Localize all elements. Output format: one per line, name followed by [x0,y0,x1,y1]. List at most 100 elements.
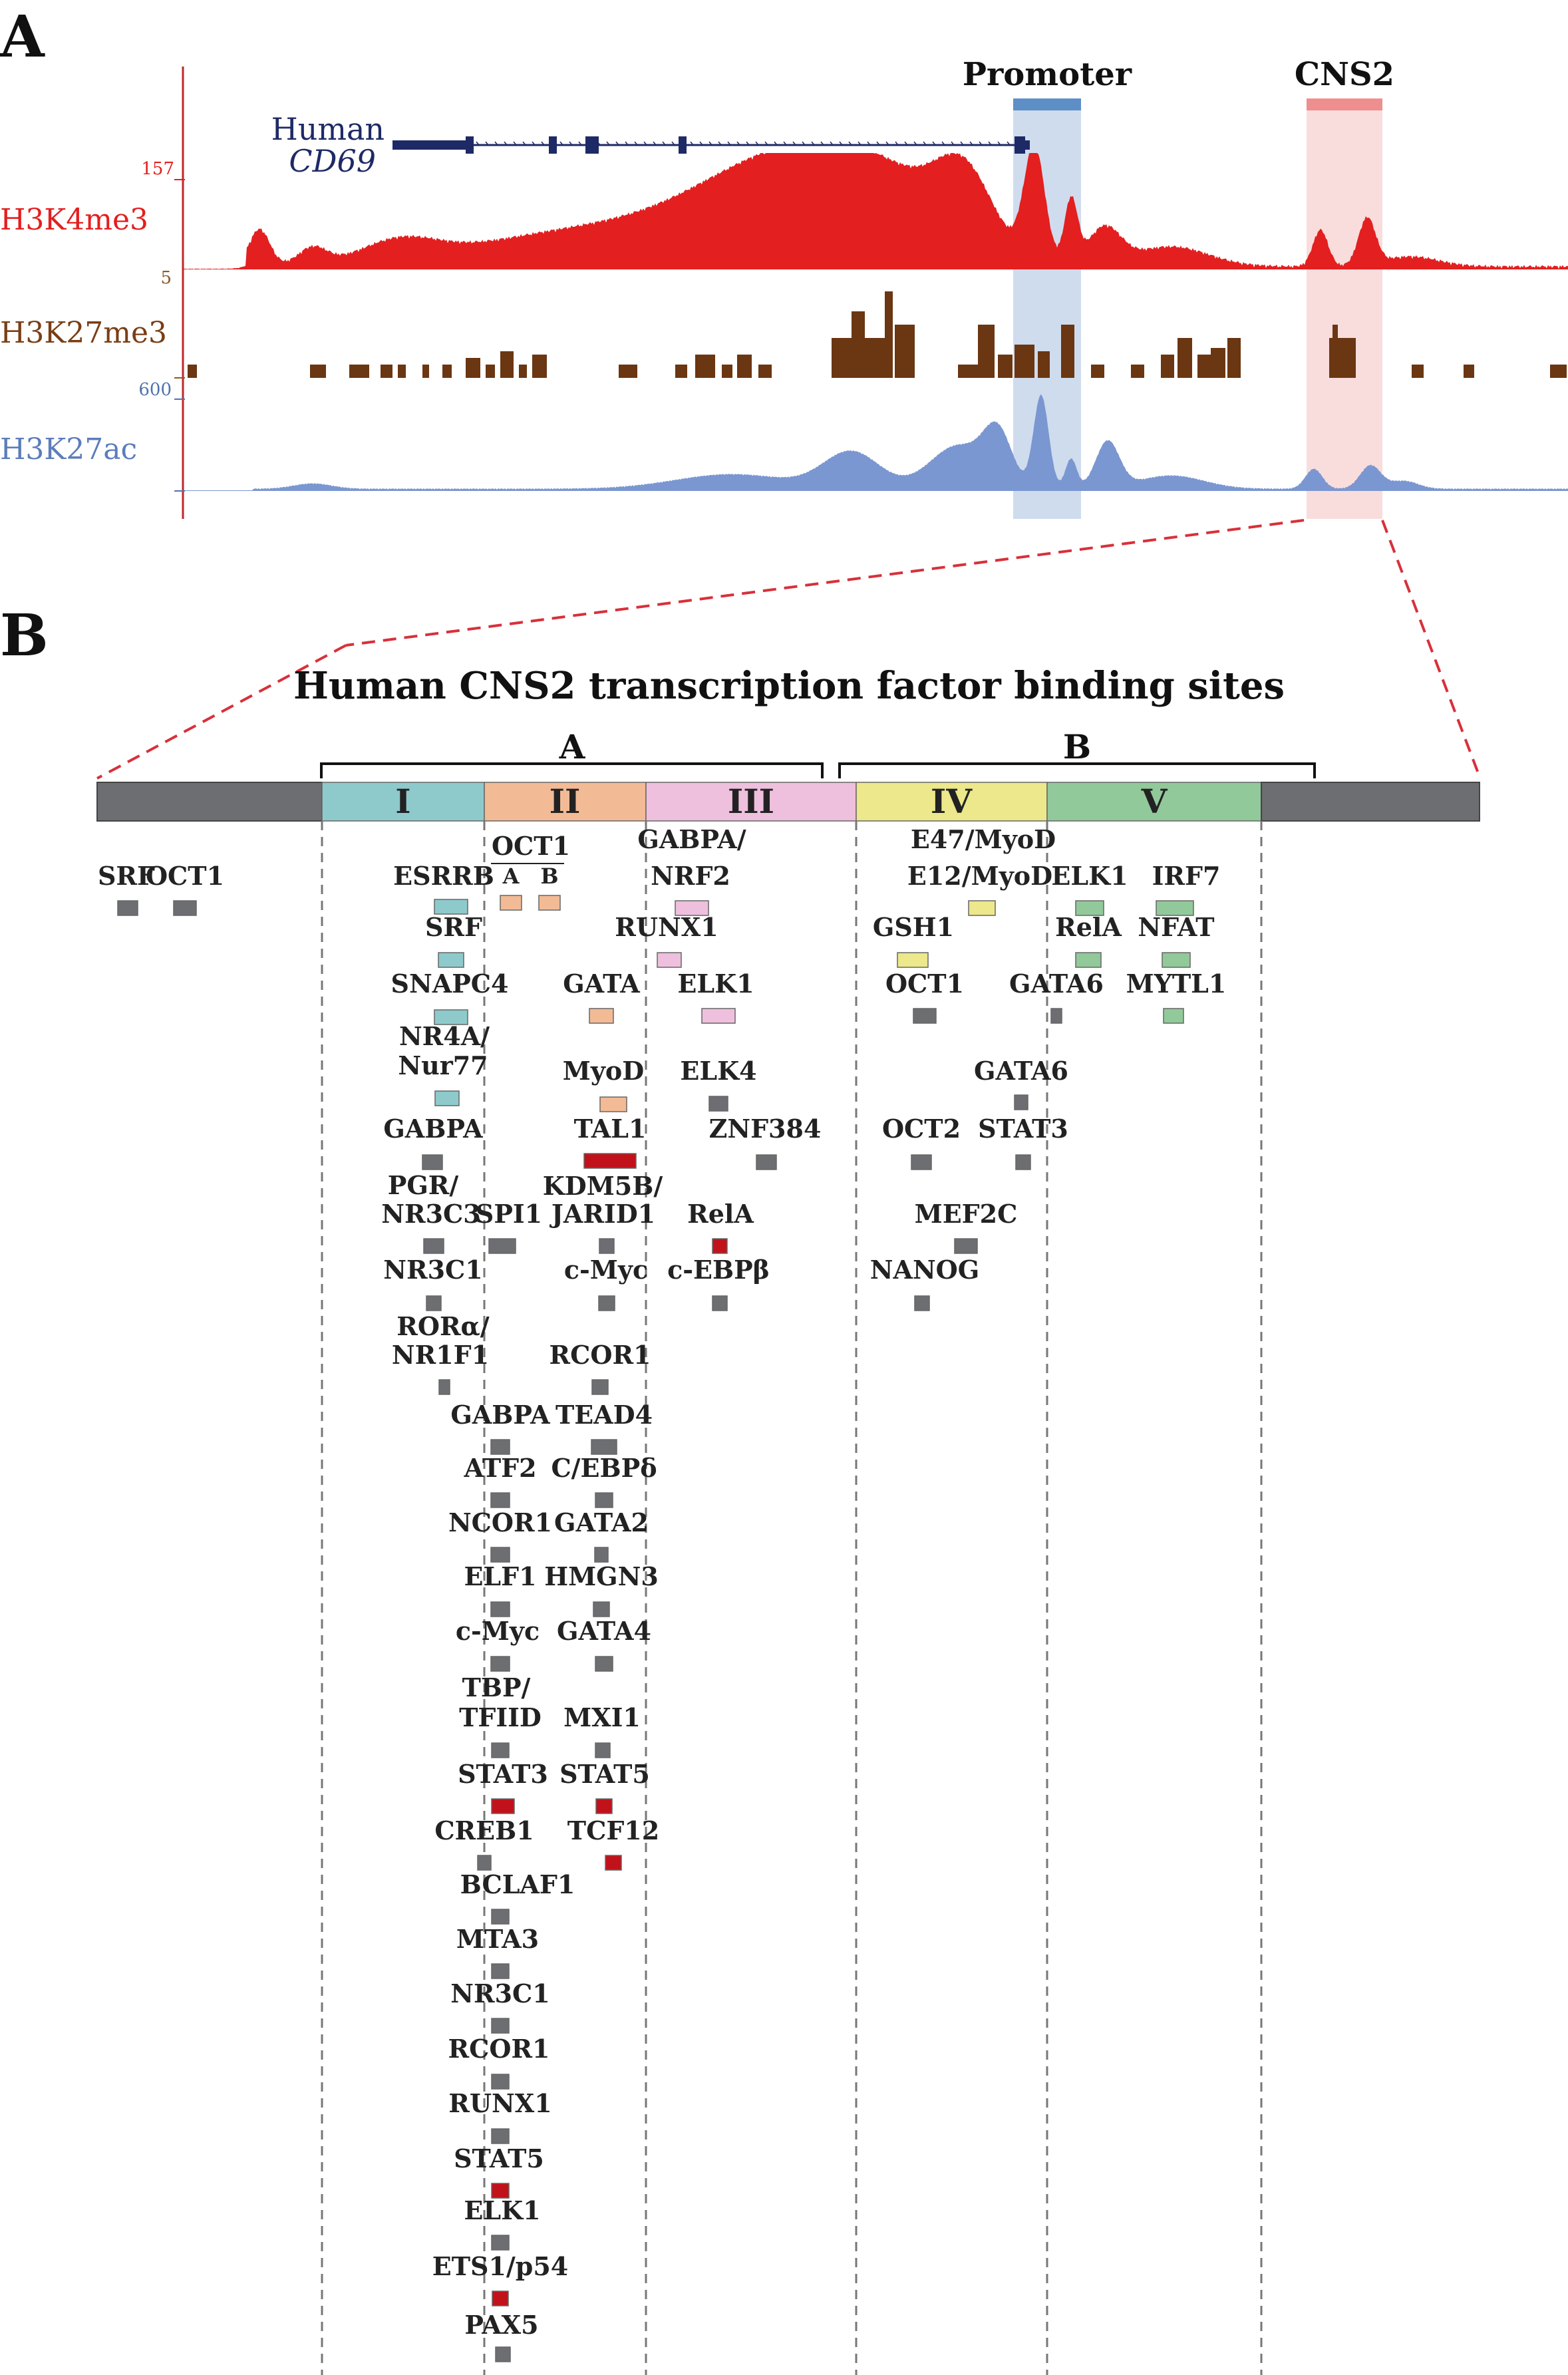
tf-box-znf384 [756,1154,777,1170]
tf-box-c-ebp [595,1492,613,1508]
tf-label-elk1: ELK1 [1051,861,1128,891]
region-iii [645,782,857,822]
tf-label-runx1: RUNX1 [448,2088,551,2118]
tf-label-rela: RelA [1055,912,1122,942]
tf-box-gata6 [1014,1094,1028,1110]
tf-label-gsh1: GSH1 [873,912,954,942]
tf-box-elk1 [491,2235,510,2251]
cns2-region-bar: I II III IV V [96,782,1480,822]
zoom-line-left [345,519,1305,647]
region-iii-label: III [728,782,774,821]
tf-label-jarid1: JARID1 [549,1199,655,1229]
tf-label-oct1: OCT1 [146,861,224,891]
tf-box-oct1-b [538,895,561,911]
tf-label-nanog: NANOG [870,1255,980,1285]
tf-box-nr3c1 [491,2018,510,2034]
region-ii [484,782,647,822]
tf-label-gata4: GATA4 [557,1616,651,1646]
tf-box-oct1 [173,900,197,916]
tf-label-nrf2: NRF2 [651,861,730,891]
h3k27ac-max: 600 [138,380,172,400]
tf-label-srf: SRF [98,861,155,891]
tf-box-gata [589,1008,614,1024]
tf-box-gsh1 [897,952,929,968]
tf-box-runx1 [657,952,682,968]
tf-label-stat5: STAT5 [454,2143,544,2173]
region-guide-lines [321,821,1263,2375]
gene-model [392,136,1030,154]
tf-box-tcf12 [605,1855,622,1871]
cns2-band [1307,100,1382,519]
tf-label-gata6: GATA6 [1009,969,1104,999]
tf-label-tbp: TBP/ [462,1672,531,1702]
panel-b-title: Human CNS2 transcription factor binding … [293,664,1285,708]
tf-box-myod [599,1096,627,1112]
tf-label-mta3: MTA3 [456,1924,539,1954]
tf-label-elk1: ELK1 [677,969,754,999]
h3k4me3-signal [183,153,1568,269]
tf-box-nanog [914,1295,930,1311]
tf-box-nur77 [434,1090,460,1106]
tf-label-kdm5b: KDM5B/ [543,1171,663,1201]
tf-box-tead4 [591,1439,617,1455]
tf-label-c-ebp: C/EBPδ [551,1453,657,1483]
tf-box-stat5 [491,2183,510,2199]
tf-box-ets1-p54 [492,2291,509,2306]
tf-label-creb1: CREB1 [434,1816,534,1845]
region-iv-label: IV [931,782,973,821]
tf-box-stat3 [1015,1154,1031,1170]
region-ii-label: II [549,782,581,821]
tf-label-pax5: PAX5 [464,2310,538,2340]
h3k27ac-label: H3K27ac [0,432,137,466]
tf-label-nfat: NFAT [1138,912,1214,942]
tf-label-rela: RelA [687,1199,754,1229]
tf-box-oct1-a [500,895,522,911]
gene-name-label: CD69 [289,143,376,179]
gene-species-label: Human [271,111,385,147]
tf-label-mef2c: MEF2C [915,1199,1018,1229]
tf-box-mytl1 [1163,1008,1184,1024]
group-a-label: A [559,727,586,766]
tf-box-elk4 [708,1096,728,1112]
tf-label-e12-myod: E12/MyoD [907,861,1052,891]
tf-box-esrrb [434,899,468,915]
tf-label-ror: RORα/ [396,1311,490,1341]
tf-box-oct2 [911,1154,932,1170]
tf-box-snapc4 [434,1009,468,1025]
tf-label-stat3: STAT3 [978,1114,1068,1144]
tf-label-spi1: SPI1 [476,1199,542,1229]
tf-label-nr3c1: NR3C1 [383,1255,482,1285]
zoom-line-left-lower [96,644,347,780]
tf-box-spi1 [488,1238,516,1254]
tf-box-c-ebp [712,1295,728,1311]
tf-box-e12-myod [968,900,996,916]
tf-label-nr3c1: NR3C1 [450,1979,549,2008]
tf-label-stat3: STAT3 [458,1759,548,1789]
tf-label-mytl1: MYTL1 [1126,969,1227,999]
tf-label-oct2: OCT2 [882,1114,961,1144]
tf-label-runx1: RUNX1 [615,912,718,942]
tf-box-srf [117,900,138,916]
h3k27me3-signal [188,291,1567,378]
tf-label-nr3c3: NR3C3 [381,1199,480,1229]
h3k27me3-label: H3K27me3 [0,316,167,350]
tf-box-nfat [1162,952,1191,968]
tf-label-gata2: GATA2 [554,1507,649,1537]
cns2-bar [1307,98,1382,110]
tf-box-srf [438,952,464,968]
tf-label-nr4a: NR4A/ [399,1021,490,1051]
tf-label-srf: SRF [425,912,482,942]
tf-label-elk1: ELK1 [464,2195,540,2225]
tf-label-stat5: STAT5 [559,1759,650,1789]
left-flank [96,782,323,822]
tf-label-nr1f1: NR1F1 [392,1340,489,1370]
tf-label-znf384: ZNF384 [709,1114,822,1144]
tf-box-tal1 [583,1153,637,1169]
tf-label-mxi1: MXI1 [563,1702,641,1732]
tf-label-rcor1: RCOR1 [549,1340,651,1370]
tf-label-gata: GATA [563,969,640,999]
tf-box-bclaf1 [491,1909,510,1925]
tf-label-ets1-p54: ETS1/p54 [432,2251,568,2281]
tf-box-gabpa [490,1439,510,1455]
